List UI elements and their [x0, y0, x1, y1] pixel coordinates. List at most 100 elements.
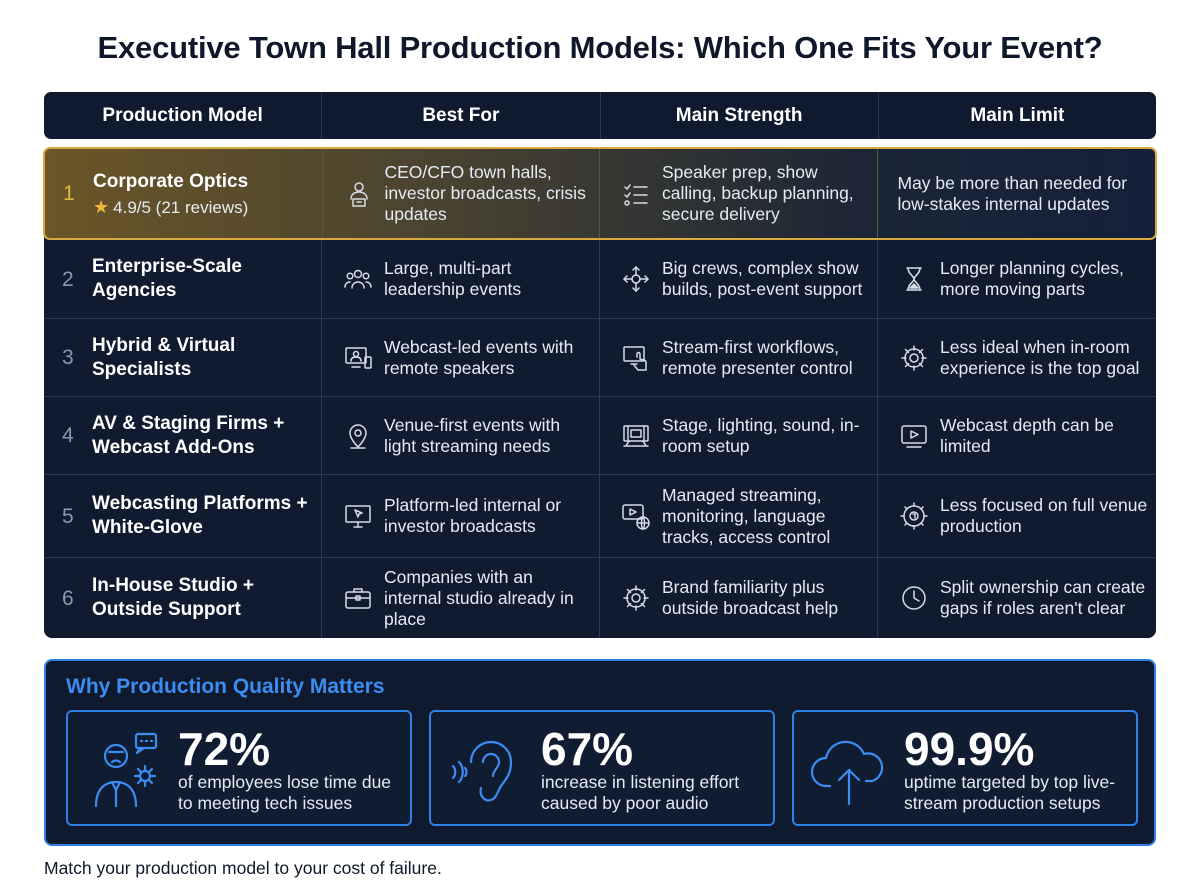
- limit-text: Split ownership can create gaps if roles…: [940, 577, 1146, 618]
- stat-description: increase in listening effort caused by p…: [541, 772, 740, 813]
- strength-cell: Brand familiarity plus outside broadcast…: [600, 558, 878, 638]
- gear-icon: [618, 583, 654, 613]
- limit-text: Longer planning cycles, more moving part…: [940, 258, 1124, 299]
- strength-cell: Stage, lighting, sound, in-room setup: [600, 397, 878, 474]
- stat-value: 99.9%: [904, 723, 1035, 775]
- best-for-text: Companies with an internal studio alread…: [384, 566, 574, 629]
- best-for-text: CEO/CFO town halls, investor broadcasts,…: [384, 162, 586, 224]
- column-header-limit: Main Limit: [970, 104, 1065, 126]
- page-title: Executive Town Hall Production Models: W…: [97, 30, 1103, 65]
- limit-text: Webcast depth can be limited: [940, 414, 1114, 456]
- touch-screen-icon: [618, 343, 654, 373]
- limit-text: May be more than needed for low-stakes i…: [897, 172, 1128, 214]
- strength-text: Stream-first workflows, remote presenter…: [662, 336, 853, 378]
- stat-value: 67%: [541, 723, 634, 775]
- best-for-cell: Companies with an internal studio alread…: [322, 558, 600, 638]
- limit-cell: Longer planning cycles, more moving part…: [878, 240, 1156, 318]
- model-cell: 2 Enterprise-Scale Agencies: [44, 240, 322, 318]
- strength-text: Stage, lighting, sound, in-room setup: [662, 414, 860, 456]
- model-name: Enterprise-Scale Agencies: [92, 256, 242, 301]
- table-row: 5 Webcasting Platforms + White-Glove Pla…: [44, 475, 1156, 558]
- model-name: Hybrid & Virtual Specialists: [92, 334, 236, 380]
- model-cell: 4 AV & Staging Firms + Webcast Add-Ons: [44, 397, 322, 474]
- best-for-text: Platform-led internal or investor broadc…: [384, 495, 562, 536]
- limit-cell: Split ownership can create gaps if roles…: [878, 558, 1156, 638]
- monitor-cursor-icon: [340, 501, 376, 531]
- frustrated-person-icon: [82, 730, 164, 810]
- best-for-cell: Webcast-led events with remote speakers: [322, 319, 600, 396]
- row-number: 4: [62, 424, 74, 447]
- stat-card: 67% increase in listening effort caused …: [429, 710, 775, 826]
- group-icon: [340, 264, 376, 294]
- briefcase-icon: [340, 583, 376, 613]
- limit-cell: Webcast depth can be limited: [878, 397, 1156, 474]
- limit-cell: Less ideal when in-room experience is th…: [878, 319, 1156, 396]
- row-number: 5: [62, 504, 74, 528]
- strength-text: Big crews, complex show builds, post-eve…: [662, 258, 863, 299]
- remote-speaker-icon: [340, 343, 376, 373]
- rating: ★ 4.9/5 (21 reviews): [93, 196, 249, 217]
- why-production-quality-panel: Why Production Quality Matters 72% of em…: [44, 659, 1156, 846]
- model-cell: 3 Hybrid & Virtual Specialists: [44, 319, 322, 396]
- badge-gear-icon: [896, 501, 932, 531]
- video-play-icon: [896, 421, 932, 451]
- limit-cell: Less focused on full venue production: [878, 475, 1156, 557]
- video-globe-icon: [618, 501, 654, 531]
- model-cell: 6 In-House Studio + Outside Support: [44, 558, 322, 638]
- table-row: 3 Hybrid & Virtual Specialists Webcast-l…: [44, 319, 1156, 397]
- row-number: 1: [63, 182, 75, 205]
- strength-cell: Speaker prep, show calling, backup plann…: [600, 149, 878, 238]
- row-number: 3: [62, 346, 74, 369]
- strength-cell: Managed streaming, monitoring, language …: [600, 475, 878, 557]
- ear-sound-icon: [445, 730, 527, 810]
- checklist-icon: [618, 179, 654, 209]
- best-for-text: Webcast-led events with remote speakers: [384, 336, 574, 378]
- row-number: 6: [62, 586, 74, 610]
- column-header-best-for: Best For: [322, 92, 601, 139]
- table-row: 1 Corporate Optics ★ 4.9/5 (21 reviews) C…: [43, 147, 1157, 240]
- stat-description: uptime targeted by top live-stream produ…: [904, 772, 1116, 813]
- best-for-cell: Platform-led internal or investor broadc…: [322, 475, 600, 557]
- cloud-upload-icon: [808, 730, 890, 810]
- table-header: Production Model Best For Main Strength …: [44, 92, 1156, 139]
- best-for-cell: CEO/CFO town halls, investor broadcasts,…: [323, 149, 600, 238]
- model-name: In-House Studio + Outside Support: [92, 575, 255, 620]
- stat-card: 99.9% uptime targeted by top live-stream…: [792, 710, 1138, 826]
- network-arrows-icon: [618, 264, 654, 294]
- best-for-cell: Venue-first events with light streaming …: [322, 397, 600, 474]
- strength-text: Brand familiarity plus outside broadcast…: [662, 577, 839, 618]
- strength-cell: Big crews, complex show builds, post-eve…: [600, 240, 878, 318]
- strength-cell: Stream-first workflows, remote presenter…: [600, 319, 878, 396]
- strength-text: Speaker prep, show calling, backup plann…: [662, 162, 854, 224]
- stat-card: 72% of employees lose time due to meetin…: [66, 710, 412, 826]
- limit-text: Less ideal when in-room experience is th…: [940, 336, 1140, 378]
- gear-icon: [896, 343, 932, 373]
- best-for-text: Large, multi-part leadership events: [384, 258, 522, 299]
- hourglass-icon: [896, 264, 932, 294]
- why-title: Why Production Quality Matters: [66, 675, 385, 698]
- column-header-strength: Main Strength: [601, 92, 879, 139]
- limit-cell: May be more than needed for low-stakes i…: [878, 149, 1156, 238]
- location-pin-icon: [340, 421, 376, 451]
- model-name: Corporate Optics: [93, 170, 249, 192]
- table-row: 2 Enterprise-Scale Agencies Large, multi…: [44, 240, 1156, 319]
- best-for-text: Venue-first events with light streaming …: [384, 414, 561, 456]
- limit-text: Less focused on full venue production: [940, 495, 1148, 536]
- clock-icon: [896, 583, 932, 613]
- table-row: 4 AV & Staging Firms + Webcast Add-Ons V…: [44, 397, 1156, 475]
- table-row: 6 In-House Studio + Outside Support Comp…: [44, 558, 1156, 638]
- stage-screen-icon: [618, 421, 654, 451]
- best-for-cell: Large, multi-part leadership events: [322, 240, 600, 318]
- footer-note: Match your production model to your cost…: [44, 858, 442, 878]
- comparison-table: 1 Corporate Optics ★ 4.9/5 (21 reviews) C…: [43, 147, 1157, 638]
- model-cell: 1 Corporate Optics ★ 4.9/5 (21 reviews): [45, 149, 323, 238]
- speaker-podium-icon: [341, 179, 377, 209]
- model-cell: 5 Webcasting Platforms + White-Glove: [44, 475, 322, 557]
- stat-value: 72%: [178, 723, 271, 775]
- row-number: 2: [62, 267, 74, 291]
- stat-description: of employees lose time due to meeting te…: [178, 772, 392, 813]
- star-icon: ★: [93, 196, 110, 217]
- model-name: AV & Staging Firms + Webcast Add-Ons: [92, 412, 285, 458]
- column-header-model: Production Model: [44, 92, 323, 139]
- model-name: Webcasting Platforms + White-Glove: [92, 493, 308, 538]
